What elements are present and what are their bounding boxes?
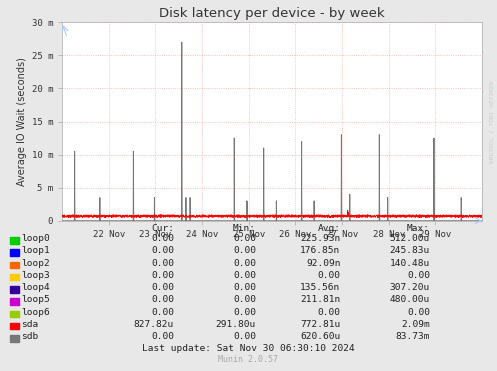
Text: loop1: loop1 <box>21 246 50 255</box>
Text: 0.00: 0.00 <box>233 295 256 304</box>
Text: 211.81n: 211.81n <box>300 295 340 304</box>
Title: Disk latency per device - by week: Disk latency per device - by week <box>160 7 385 20</box>
Text: RRDTOOL / TOBI OETIKER: RRDTOOL / TOBI OETIKER <box>490 80 495 163</box>
Text: Munin 2.0.57: Munin 2.0.57 <box>219 355 278 364</box>
Text: 176.85n: 176.85n <box>300 246 340 255</box>
Text: 0.00: 0.00 <box>318 308 340 316</box>
Y-axis label: Average IO Wait (seconds): Average IO Wait (seconds) <box>17 57 27 186</box>
Text: 2.09m: 2.09m <box>401 320 430 329</box>
Text: 291.80u: 291.80u <box>216 320 256 329</box>
Text: 225.93n: 225.93n <box>300 234 340 243</box>
Text: 0.00: 0.00 <box>151 271 174 280</box>
Text: 0.00: 0.00 <box>151 332 174 341</box>
Text: 140.48u: 140.48u <box>390 259 430 267</box>
Text: 0.00: 0.00 <box>151 234 174 243</box>
Text: 0.00: 0.00 <box>407 308 430 316</box>
Text: 0.00: 0.00 <box>151 283 174 292</box>
Text: 0.00: 0.00 <box>233 259 256 267</box>
Text: Cur:: Cur: <box>151 224 174 233</box>
Text: Last update: Sat Nov 30 06:30:10 2024: Last update: Sat Nov 30 06:30:10 2024 <box>142 344 355 353</box>
Text: loop6: loop6 <box>21 308 50 316</box>
Text: 307.20u: 307.20u <box>390 283 430 292</box>
Text: 0.00: 0.00 <box>151 259 174 267</box>
Text: 92.09n: 92.09n <box>306 259 340 267</box>
Text: Min:: Min: <box>233 224 256 233</box>
Text: sda: sda <box>21 320 39 329</box>
Text: 245.83u: 245.83u <box>390 246 430 255</box>
Text: 0.00: 0.00 <box>151 295 174 304</box>
Text: Avg:: Avg: <box>318 224 340 233</box>
Text: 0.00: 0.00 <box>407 271 430 280</box>
Text: 772.81u: 772.81u <box>300 320 340 329</box>
Text: 827.82u: 827.82u <box>134 320 174 329</box>
Text: 0.00: 0.00 <box>233 271 256 280</box>
Text: loop2: loop2 <box>21 259 50 267</box>
Text: loop3: loop3 <box>21 271 50 280</box>
Text: 135.56n: 135.56n <box>300 283 340 292</box>
Text: 0.00: 0.00 <box>233 308 256 316</box>
Text: 480.00u: 480.00u <box>390 295 430 304</box>
Text: 0.00: 0.00 <box>233 283 256 292</box>
Text: 0.00: 0.00 <box>233 332 256 341</box>
Text: 512.00u: 512.00u <box>390 234 430 243</box>
Text: 83.73m: 83.73m <box>396 332 430 341</box>
Text: loop0: loop0 <box>21 234 50 243</box>
Text: 0.00: 0.00 <box>151 308 174 316</box>
Text: 0.00: 0.00 <box>151 246 174 255</box>
Text: Max:: Max: <box>407 224 430 233</box>
Text: sdb: sdb <box>21 332 39 341</box>
Text: 620.60u: 620.60u <box>300 332 340 341</box>
Text: 0.00: 0.00 <box>318 271 340 280</box>
Text: loop5: loop5 <box>21 295 50 304</box>
Text: 0.00: 0.00 <box>233 234 256 243</box>
Text: loop4: loop4 <box>21 283 50 292</box>
Text: 0.00: 0.00 <box>233 246 256 255</box>
